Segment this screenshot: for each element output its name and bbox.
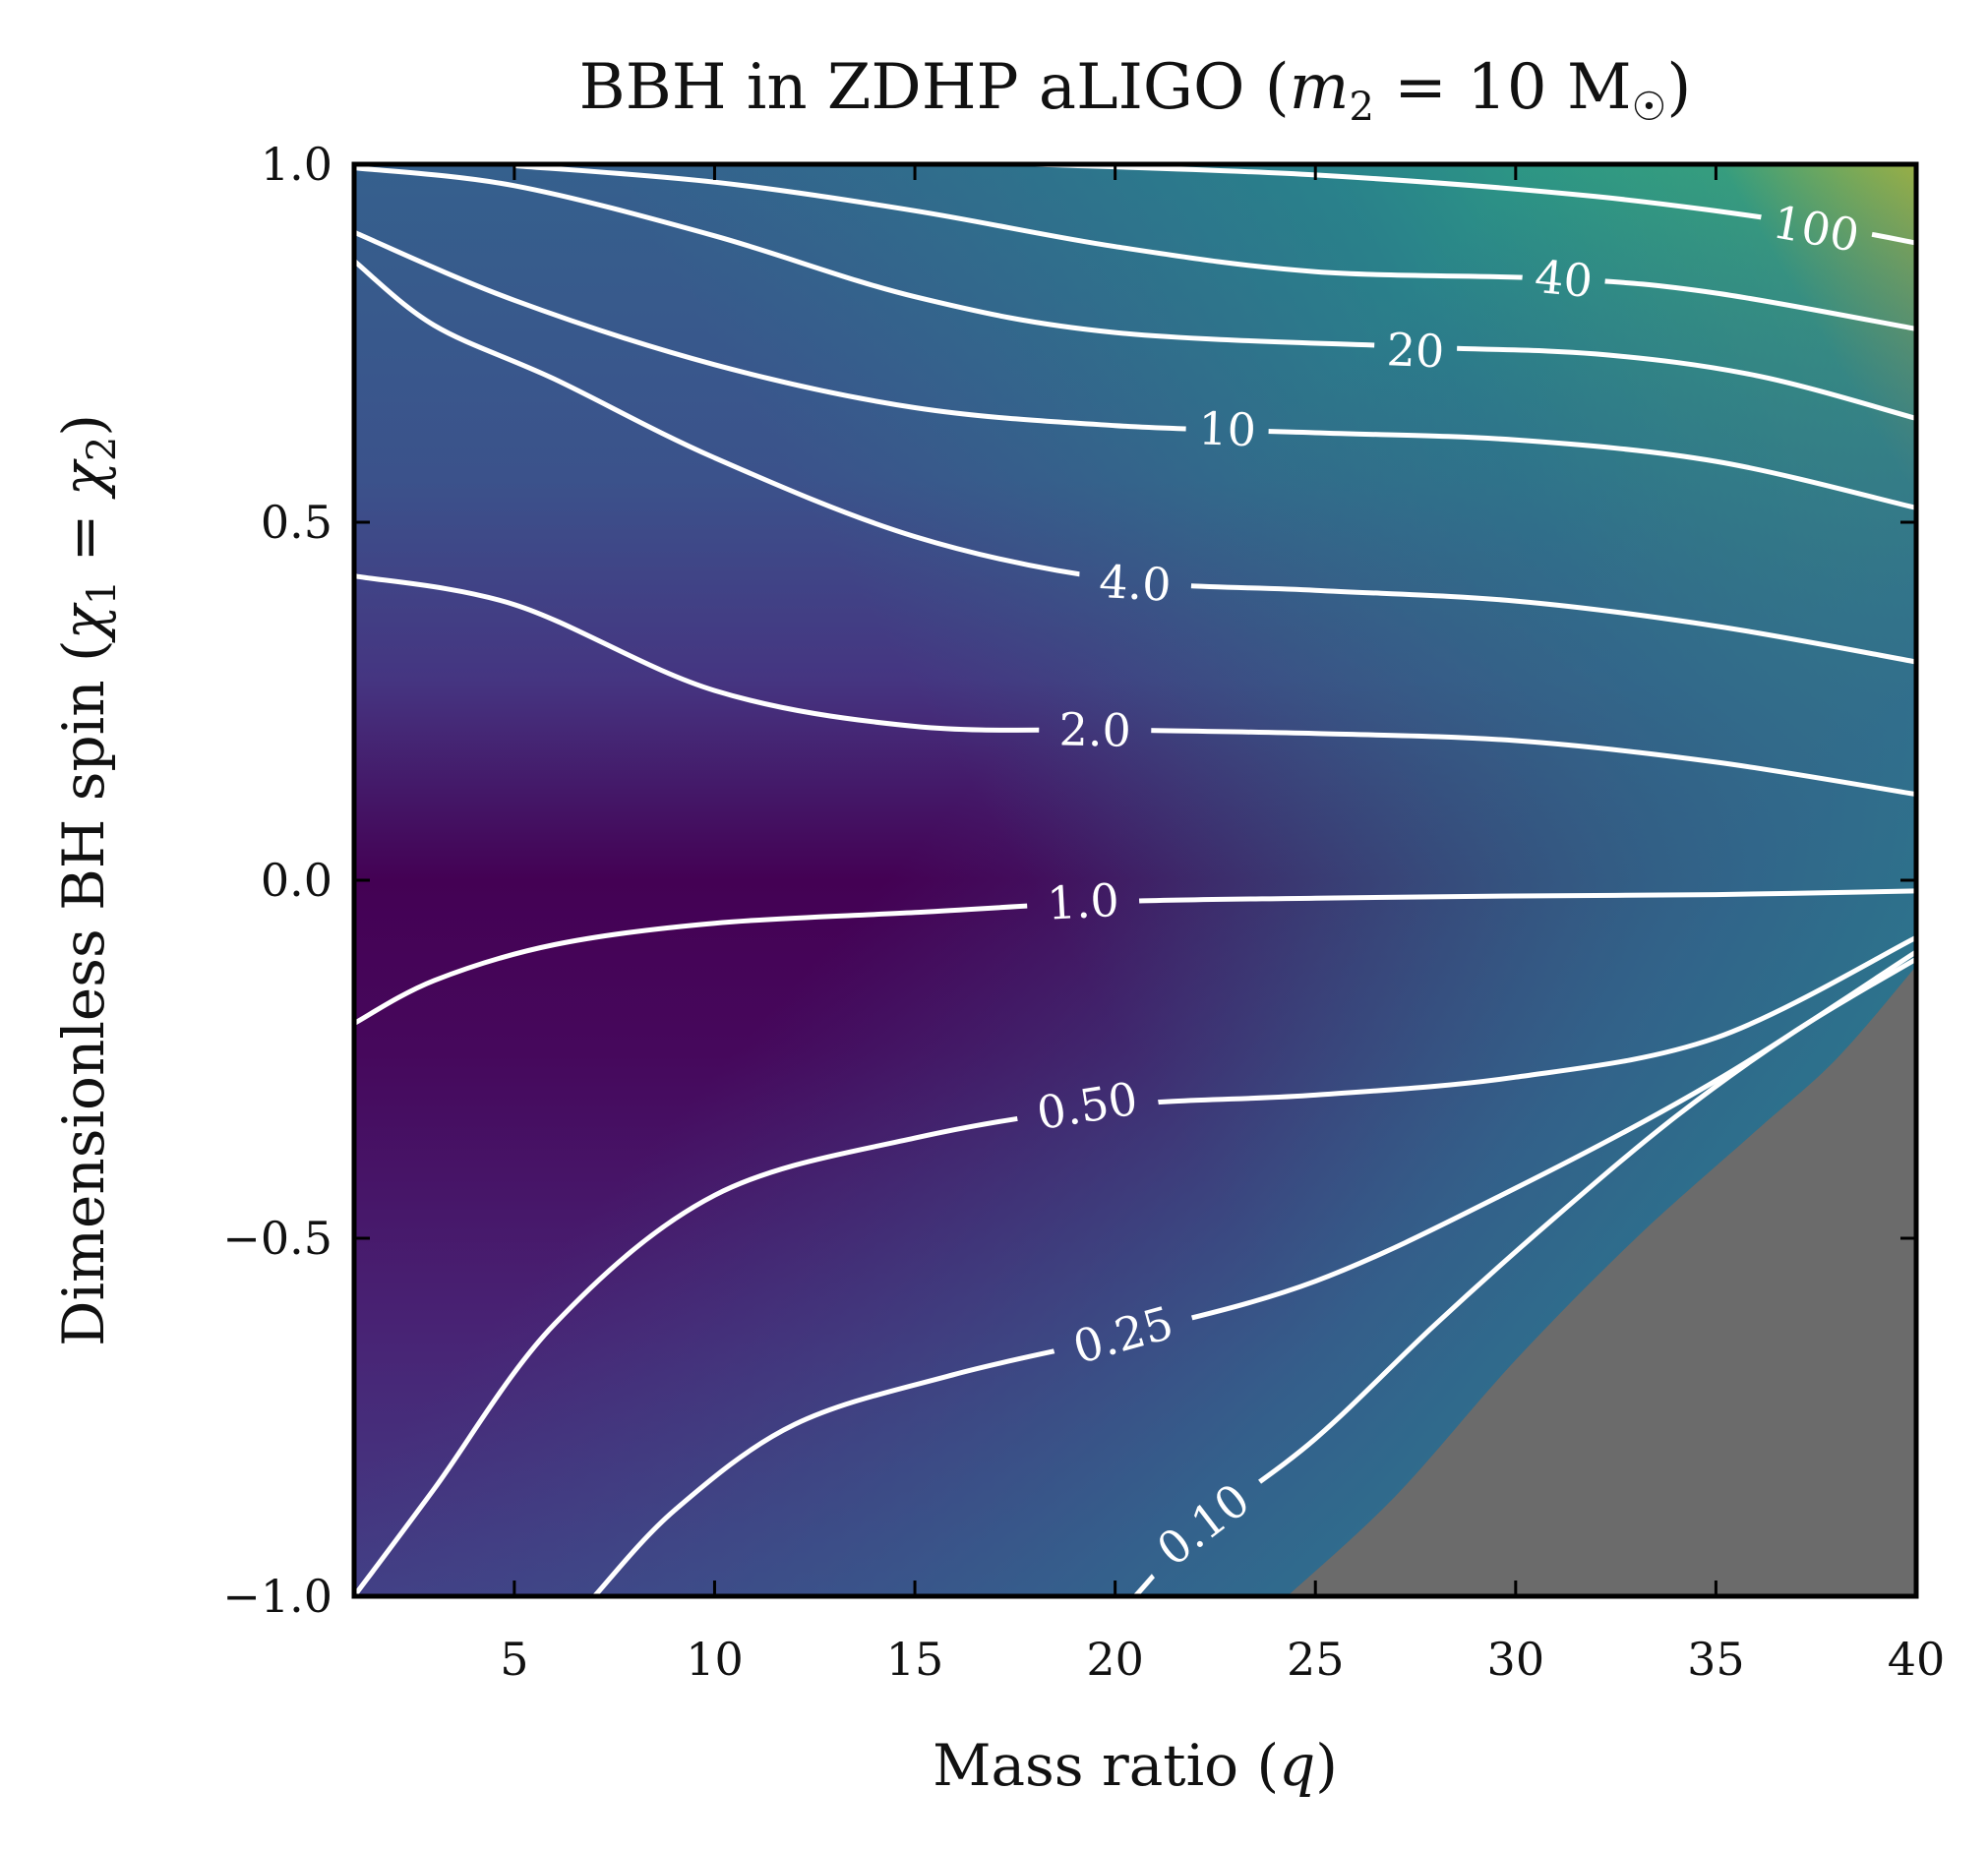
excluded-region: [1287, 966, 1916, 1596]
contour-label-1.0: 1.0: [1046, 873, 1120, 930]
axis-ticks: 5 10 15 20 25 30 35 40 −1.0 −0.5 0.0 0.5 1.0: [222, 138, 1945, 1686]
contour-line-0.25: [592, 949, 1916, 1596]
contour-line-100: [1035, 164, 1916, 246]
chart-title: BBH in ZDHP aLIGO (m2 = 10 M☉): [579, 51, 1692, 130]
contour-line-40: [513, 164, 1916, 331]
x-tick-label: 30: [1487, 1633, 1545, 1686]
x-tick-label: 10: [686, 1633, 744, 1686]
contour-label-40: 40: [1533, 250, 1595, 308]
x-tick-label: 5: [500, 1633, 528, 1686]
contour-line-20: [354, 165, 1916, 421]
contour-line-0.50: [354, 934, 1916, 1596]
contour-line-10: [354, 229, 1916, 510]
contour-line-2.0: [354, 573, 1916, 798]
contour-label-2.0: 2.0: [1058, 702, 1131, 756]
contour-line-0.10: [1133, 956, 1916, 1596]
y-tick-label: −0.5: [222, 1212, 332, 1265]
contour-line-4.0: [354, 259, 1916, 665]
contour-label-20: 20: [1386, 323, 1446, 378]
contour-line-1.0: [354, 888, 1916, 1026]
y-tick-label: 1.0: [261, 138, 332, 191]
x-axis-label: Mass ratio (q): [933, 1732, 1338, 1799]
y-tick-label: −1.0: [222, 1570, 332, 1623]
x-tick-label: 15: [886, 1633, 944, 1686]
x-tick-label: 25: [1287, 1633, 1345, 1686]
y-tick-label: 0.5: [261, 496, 332, 549]
x-tick-label: 20: [1086, 1633, 1144, 1686]
contour-lines: [354, 164, 1916, 1596]
contour-label-10: 10: [1197, 401, 1256, 456]
contour-label-4.0: 4.0: [1098, 555, 1173, 612]
x-tick-label: 40: [1888, 1633, 1946, 1686]
y-axis-label: Dimensionless BH spin (χ1 = χ2): [50, 414, 125, 1346]
x-tick-label: 35: [1687, 1633, 1745, 1686]
y-tick-label: 0.0: [261, 854, 332, 907]
